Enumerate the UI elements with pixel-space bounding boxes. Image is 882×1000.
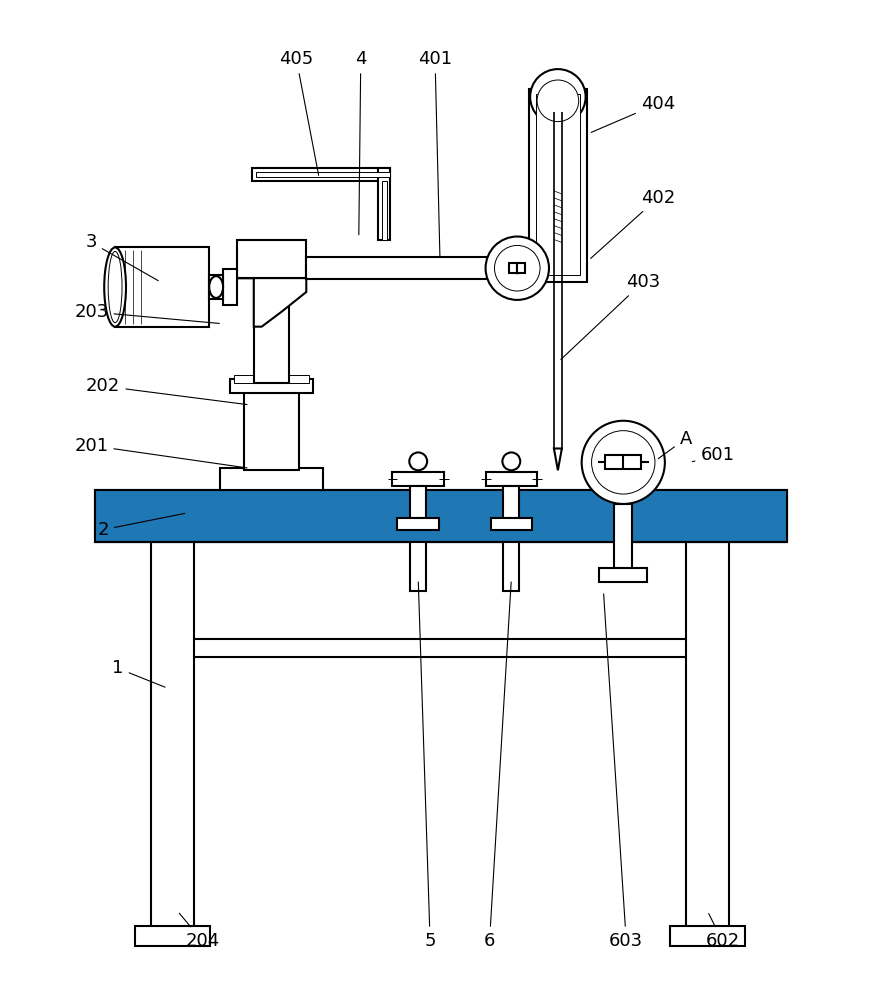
Bar: [486, 472, 537, 486]
Bar: [410, 486, 426, 518]
Text: 6: 6: [484, 582, 512, 950]
Text: 202: 202: [86, 377, 247, 405]
Circle shape: [512, 263, 522, 273]
Text: 201: 201: [74, 437, 247, 468]
Circle shape: [592, 431, 655, 494]
Text: 401: 401: [418, 50, 452, 258]
Bar: [251, 168, 391, 181]
Text: 4: 4: [355, 50, 367, 235]
Text: 405: 405: [280, 50, 318, 175]
Bar: [398, 518, 439, 530]
Text: 402: 402: [591, 189, 675, 258]
Circle shape: [537, 80, 579, 122]
Text: 3: 3: [86, 233, 158, 281]
Text: 404: 404: [591, 95, 675, 132]
Bar: [256, 172, 391, 177]
Bar: [254, 272, 289, 383]
Text: 203: 203: [74, 303, 220, 323]
Bar: [237, 240, 306, 278]
Bar: [669, 926, 745, 946]
Bar: [116, 247, 209, 327]
Circle shape: [530, 69, 586, 125]
Bar: [244, 389, 299, 470]
Text: 2: 2: [98, 513, 184, 539]
Bar: [512, 258, 529, 278]
Text: 403: 403: [561, 273, 661, 359]
Bar: [95, 490, 787, 542]
Bar: [536, 94, 579, 275]
Text: 601: 601: [692, 446, 735, 464]
Bar: [392, 472, 444, 486]
Bar: [615, 504, 632, 578]
Polygon shape: [237, 278, 306, 327]
Bar: [209, 275, 223, 299]
Bar: [605, 455, 641, 469]
Bar: [306, 257, 517, 279]
Text: 602: 602: [706, 914, 739, 950]
Text: 204: 204: [179, 913, 220, 950]
Bar: [220, 468, 323, 490]
Ellipse shape: [209, 276, 223, 298]
Bar: [382, 181, 386, 240]
Bar: [135, 926, 210, 946]
Bar: [410, 542, 426, 591]
Bar: [517, 263, 525, 273]
Bar: [529, 89, 587, 282]
Bar: [490, 518, 532, 530]
Ellipse shape: [104, 247, 126, 327]
Bar: [504, 486, 519, 518]
Circle shape: [581, 421, 665, 504]
Text: 603: 603: [603, 594, 643, 950]
Circle shape: [409, 452, 427, 470]
Circle shape: [495, 245, 540, 291]
Text: 5: 5: [418, 582, 436, 950]
Bar: [234, 375, 310, 383]
Bar: [509, 263, 517, 273]
Bar: [504, 542, 519, 591]
Bar: [377, 168, 391, 240]
Bar: [223, 269, 237, 305]
Circle shape: [503, 452, 520, 470]
Polygon shape: [554, 448, 562, 470]
Circle shape: [486, 237, 549, 300]
Bar: [600, 568, 647, 582]
Text: 1: 1: [112, 659, 165, 687]
Bar: [95, 490, 787, 542]
Bar: [230, 379, 313, 393]
Ellipse shape: [108, 251, 122, 323]
Text: A: A: [658, 430, 691, 459]
